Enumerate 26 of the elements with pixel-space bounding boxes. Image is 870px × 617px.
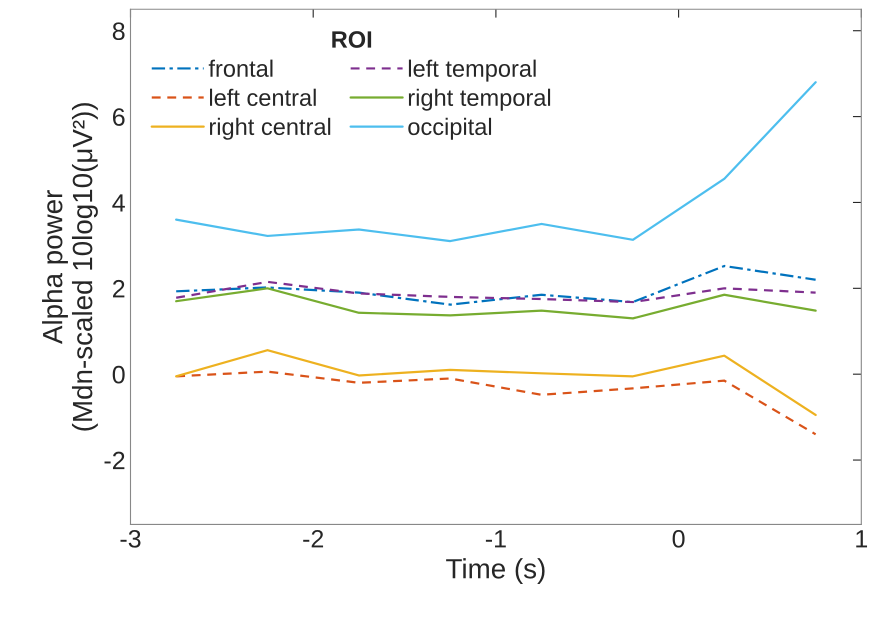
legend-label: right temporal: [408, 88, 550, 111]
legend-label: left central: [210, 88, 316, 106]
y-axis-title: Alpha power (Mdn-scaled 10log10(μV²)): [42, 103, 98, 431]
y-tick-label: -2: [104, 452, 124, 470]
x-tick-label: -3: [120, 530, 141, 548]
x-tick-label: -2: [303, 530, 324, 548]
line-series: [175, 370, 817, 436]
line-series: [175, 81, 817, 242]
x-tick-label: 0: [672, 530, 685, 548]
legend-title: ROI: [332, 31, 372, 48]
x-tick-label: 1: [856, 530, 868, 548]
legend-label: left temporal: [408, 60, 536, 82]
legend-label: right central: [210, 118, 330, 140]
line-series: [175, 264, 817, 306]
x-tick-label: -1: [486, 530, 506, 548]
y-tick-label: 6: [113, 108, 125, 126]
legend-label: frontal: [208, 60, 272, 77]
line-series: [175, 287, 817, 320]
y-tick-label: 2: [112, 280, 124, 298]
y-tick-label: 4: [112, 194, 125, 212]
y-tick-label: 0: [112, 366, 125, 384]
line-series: [175, 280, 817, 304]
line-series: [175, 349, 817, 416]
x-axis-title: Time (s): [446, 558, 545, 584]
y-tick-label: 8: [112, 22, 125, 40]
legend-label: occipital: [408, 118, 492, 140]
